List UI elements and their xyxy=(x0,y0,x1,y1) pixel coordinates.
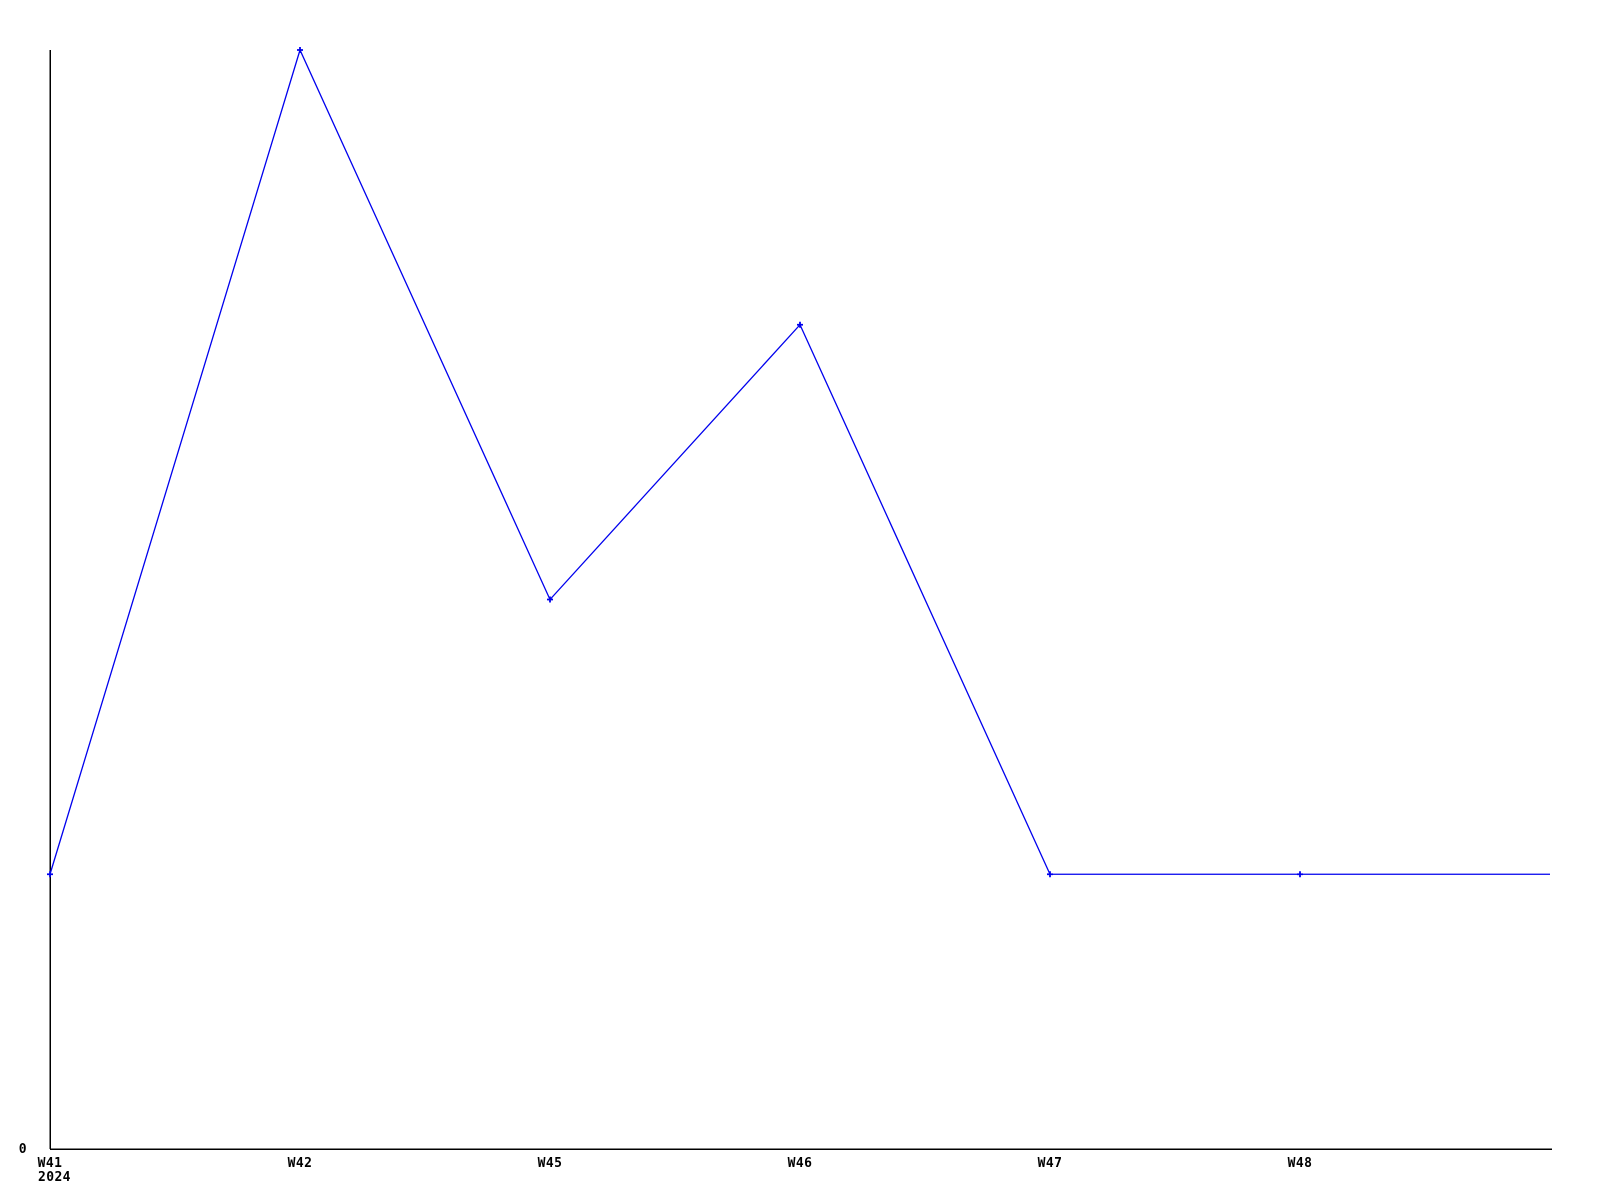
x-tick-label: W48 xyxy=(1288,1156,1313,1171)
x-tick-label: W42 xyxy=(288,1156,313,1171)
data-point-marker xyxy=(797,321,803,328)
data-point-marker xyxy=(1047,871,1053,878)
x-tick-label: W41 xyxy=(38,1156,63,1171)
x-year-label: 2024 xyxy=(38,1170,71,1185)
data-point-marker xyxy=(47,871,53,878)
x-tick-label: W45 xyxy=(538,1156,563,1171)
y-tick-label: 0 xyxy=(19,1142,27,1157)
data-point-marker xyxy=(547,596,553,603)
x-tick-label: W46 xyxy=(788,1156,813,1171)
data-point-marker xyxy=(297,47,303,53)
x-tick-label: W47 xyxy=(1038,1156,1063,1171)
data-point-marker xyxy=(1297,871,1303,878)
